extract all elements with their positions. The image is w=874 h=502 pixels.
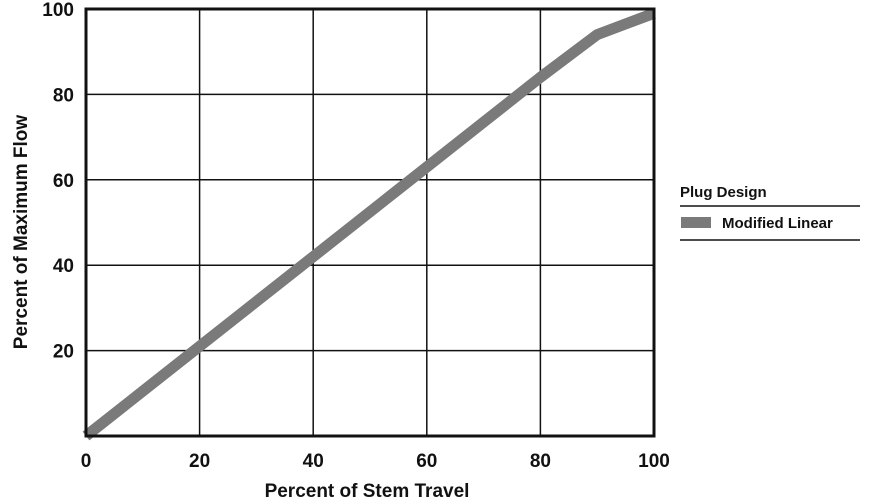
x-axis-title: Percent of Stem Travel <box>265 481 470 502</box>
x-tick-label-60: 60 <box>416 451 437 472</box>
series-line-modified-linear <box>82 8 656 441</box>
y-tick-label-40: 40 <box>53 256 74 277</box>
x-tick-label-80: 80 <box>530 451 551 472</box>
y-tick-label-20: 20 <box>53 342 74 363</box>
plot-frame <box>84 7 656 438</box>
y-tick-label-60: 60 <box>53 171 74 192</box>
y-axis-title: Percent of Maximum Flow <box>11 115 32 350</box>
legend-swatch-modified-linear <box>681 217 711 228</box>
series-layer <box>82 8 656 441</box>
x-tick-label-100: 100 <box>638 451 670 472</box>
x-tick-label-20: 20 <box>189 451 210 472</box>
y-tick-label-80: 80 <box>53 85 74 106</box>
legend-label-modified-linear: Modified Linear <box>722 215 833 232</box>
y-tick-labels: 20 40 60 80 100 <box>42 0 74 363</box>
x-tick-label-40: 40 <box>303 451 324 472</box>
x-tick-labels: 0 20 40 60 80 100 <box>81 451 670 472</box>
y-tick-label-100: 100 <box>42 0 74 21</box>
legend-title: Plug Design <box>680 184 767 201</box>
legend: Plug Design Modified Linear <box>680 184 860 241</box>
x-tick-label-0: 0 <box>81 451 92 472</box>
